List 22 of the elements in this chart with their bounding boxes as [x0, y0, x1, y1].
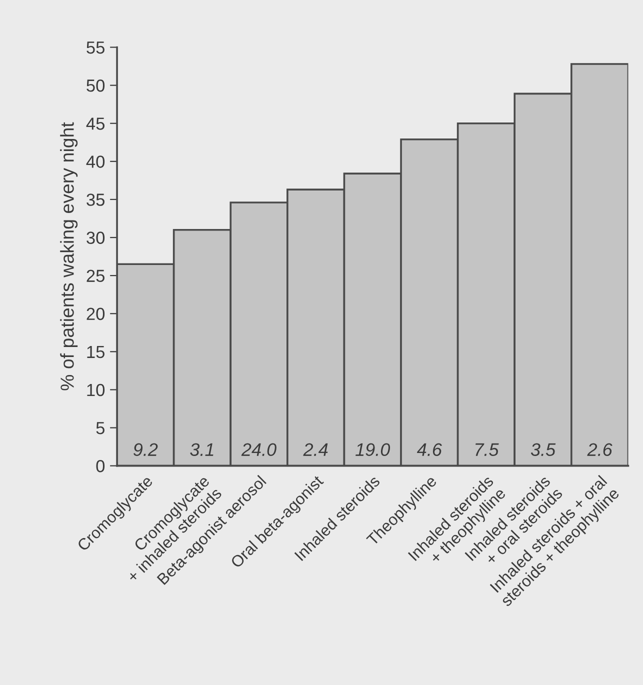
annotation: 2.4: [303, 443, 328, 456]
annotation: 3.1: [190, 443, 214, 456]
annotation: 24.0: [241, 443, 276, 456]
y-tick-label: 10: [87, 384, 105, 396]
annotation: 19.0: [356, 443, 390, 456]
y-tick-label: 30: [86, 232, 105, 244]
y-tick-label: 25: [86, 270, 104, 282]
y-tick-label: 55: [86, 42, 104, 54]
y-tick-label: 45: [86, 118, 104, 130]
y-tick-label: 50: [86, 79, 105, 92]
y-tick-label: 5: [96, 422, 104, 434]
y-tick-label: 15: [87, 346, 104, 358]
annotation: 7.5: [476, 443, 499, 456]
y-axis-title: % of patients waking every night: [60, 122, 78, 390]
annotation: 4.6: [416, 443, 442, 456]
annotation: 2.6: [587, 443, 612, 456]
y-tick-label: 0: [96, 460, 105, 472]
y-tick-label: 35: [86, 194, 104, 206]
annotation: 3.5: [530, 443, 556, 456]
y-tick-label: 20: [86, 308, 105, 320]
annotation: 9.2: [133, 443, 158, 456]
y-tick-label: 40: [86, 156, 105, 168]
